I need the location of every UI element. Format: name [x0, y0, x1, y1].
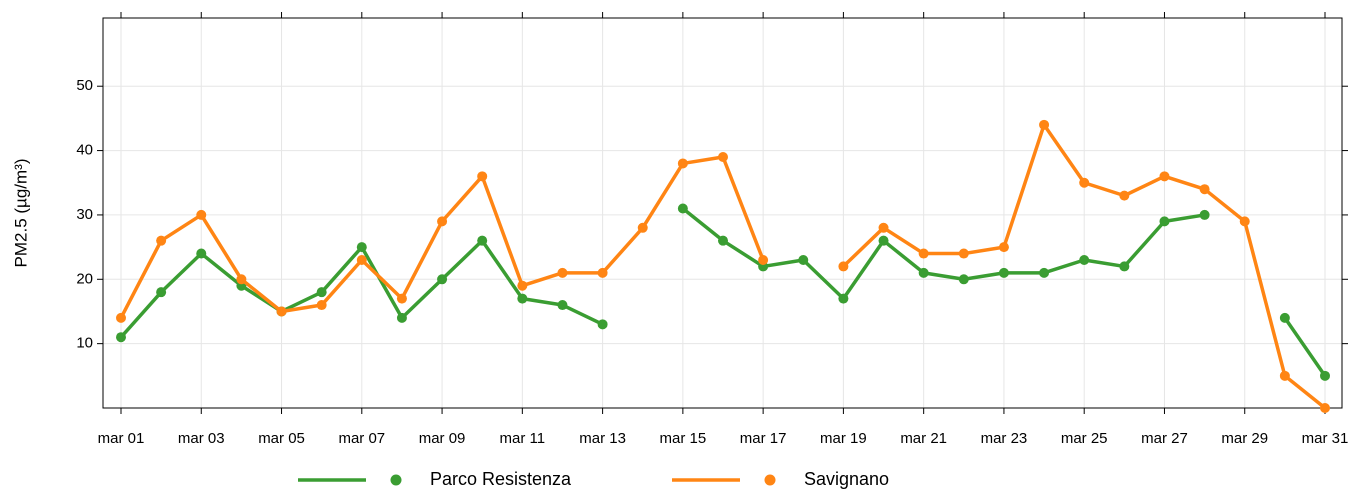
data-point [1199, 184, 1210, 195]
x-tick-label: mar 27 [1141, 430, 1188, 447]
data-point [758, 254, 769, 265]
data-point [718, 235, 728, 246]
data-point [838, 261, 849, 272]
data-point [1119, 190, 1130, 201]
data-point [677, 158, 688, 169]
data-point [1239, 216, 1250, 227]
data-point [196, 209, 207, 220]
data-point [718, 152, 728, 163]
data-point [838, 293, 849, 304]
data-point [116, 312, 126, 323]
data-point [1320, 370, 1330, 381]
data-point [1039, 119, 1050, 130]
data-point [116, 332, 126, 343]
x-tick-label: mar 13 [579, 430, 626, 447]
data-point [437, 274, 448, 285]
data-point [1079, 177, 1090, 188]
data-point [878, 222, 889, 233]
data-point [316, 287, 327, 298]
legend-item: Savignano [672, 469, 889, 489]
x-tick-label: mar 11 [500, 430, 546, 447]
y-tick-label: 30 [76, 206, 93, 223]
data-point [437, 216, 448, 227]
plot-frame [102, 17, 1343, 409]
x-tick-label: mar 29 [1221, 430, 1268, 447]
x-tick-label: mar 03 [178, 430, 225, 447]
x-tick-label: mar 31 [1302, 430, 1349, 447]
legend-item: Parco Resistenza [298, 469, 572, 489]
data-point [1279, 370, 1290, 381]
data-point [958, 274, 969, 285]
data-point [918, 248, 929, 259]
data-point [798, 254, 809, 265]
data-point [156, 235, 167, 246]
data-point [196, 248, 207, 259]
y-tick-label: 20 [76, 270, 93, 287]
x-tick-label: mar 23 [981, 430, 1028, 447]
legend-marker [764, 474, 776, 486]
data-point [597, 319, 608, 330]
x-tick-label: mar 05 [258, 430, 305, 447]
data-point [557, 300, 568, 311]
data-point [557, 267, 568, 278]
legend-label: Savignano [804, 469, 889, 489]
x-tick-label: mar 25 [1061, 430, 1108, 447]
data-point [1159, 171, 1170, 182]
x-tick-label: mar 19 [820, 430, 867, 447]
data-point [1279, 312, 1290, 323]
x-tick-label: mar 09 [419, 430, 466, 447]
x-tick-label: mar 01 [98, 430, 145, 447]
legend-label: Parco Resistenza [430, 469, 572, 489]
data-point [918, 267, 929, 278]
data-point [276, 306, 287, 317]
data-point [1039, 267, 1050, 278]
data-point [677, 203, 688, 214]
data-point [396, 312, 407, 323]
x-tick-label: mar 15 [660, 430, 707, 447]
data-point [1320, 403, 1330, 413]
data-point [356, 254, 367, 265]
series-line [119, 123, 1327, 410]
y-tick-label: 10 [76, 335, 93, 352]
x-tick-label: mar 07 [338, 430, 385, 447]
data-point [316, 300, 327, 311]
series-line [119, 207, 1327, 377]
data-point [156, 287, 167, 298]
data-point [517, 280, 528, 291]
x-tick-label: mar 17 [740, 430, 787, 447]
data-point [637, 222, 648, 233]
data-point [396, 293, 407, 304]
data-point [1199, 209, 1210, 220]
legend-marker [390, 474, 402, 486]
data-point [958, 248, 969, 259]
data-point [597, 267, 608, 278]
data-point [1159, 216, 1170, 227]
y-tick-label: 50 [76, 77, 93, 94]
data-point [878, 235, 889, 246]
y-axis-label: PM2.5 (µg/m³) [11, 159, 30, 268]
y-tick-label: 40 [76, 142, 93, 159]
data-point [998, 267, 1009, 278]
data-point [1079, 254, 1090, 265]
x-tick-label: mar 21 [900, 430, 947, 447]
data-point [356, 242, 367, 253]
data-point [517, 293, 528, 304]
data-point [236, 274, 247, 285]
data-point [1119, 261, 1130, 272]
data-point [477, 235, 488, 246]
data-point [998, 242, 1009, 253]
data-point [477, 171, 488, 182]
